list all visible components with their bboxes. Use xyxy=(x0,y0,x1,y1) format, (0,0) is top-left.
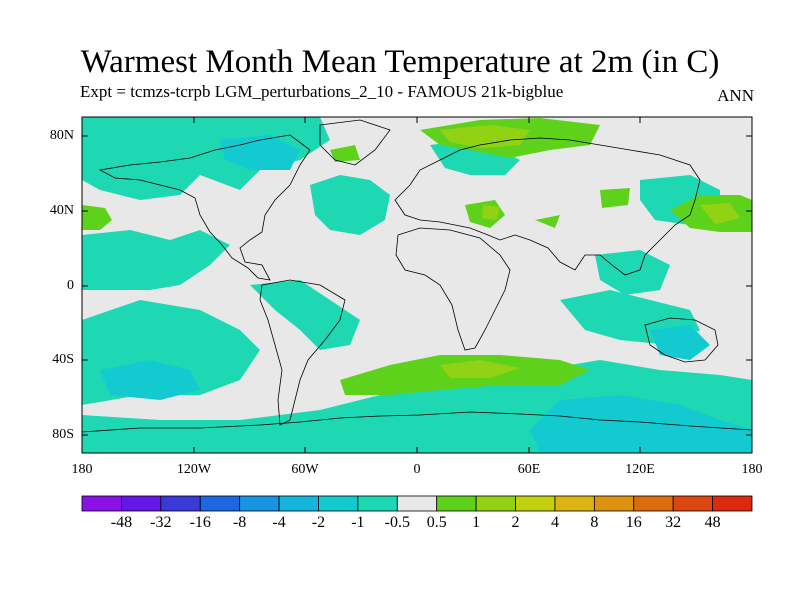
lon-tick-label: 60W xyxy=(291,462,319,477)
australia-strong-cooling xyxy=(650,325,710,360)
lon-tick-label: 120W xyxy=(176,462,212,477)
season-label: ANN xyxy=(717,86,754,105)
greenland-coastline xyxy=(319,119,391,166)
eurasia-coastline xyxy=(394,137,701,276)
colorbar-tick-label: -48 xyxy=(110,514,133,531)
lon-tick-label: 0 xyxy=(413,462,421,477)
strong-cooling-patches xyxy=(100,135,752,453)
colorbar-swatch xyxy=(81,495,122,512)
axis-ticks xyxy=(82,117,752,453)
north-atlantic-cooling-field xyxy=(310,175,390,235)
colorbar-tick-label: 1 xyxy=(472,514,481,531)
colorbar-tick-label: 48 xyxy=(704,514,721,531)
colorbar-swatch xyxy=(357,495,398,512)
experiment-subtitle: Expt = tcmzs-tcrpb LGM_perturbations_2_1… xyxy=(80,82,564,101)
colorbar-tick-label: 8 xyxy=(590,514,599,531)
antarctic-strong-cooling xyxy=(530,395,752,453)
central-asia-strong-warming xyxy=(482,205,500,220)
lat-tick-label: 0 xyxy=(67,278,74,293)
australia-coastline xyxy=(644,317,719,363)
north-pacific-cooling-field xyxy=(82,230,230,290)
north-sea-cooling-field xyxy=(430,140,520,175)
colorbar-swatch xyxy=(121,495,162,512)
svalbard-warming-field xyxy=(330,145,360,162)
coastlines xyxy=(82,119,752,433)
colorbar-swatch xyxy=(672,495,713,512)
antarctica-coastline xyxy=(82,411,752,433)
colorbar-swatch xyxy=(199,495,241,512)
north-america-coastline xyxy=(98,134,311,281)
colorbar-swatch xyxy=(318,495,359,512)
lon-tick-label: 120E xyxy=(625,462,655,477)
colorbar-tick-label: 16 xyxy=(625,514,642,531)
labrador-strong-cooling xyxy=(220,135,300,170)
lat-tick-label: 80S xyxy=(52,427,74,442)
colorbar-swatch xyxy=(160,495,201,512)
colorbar xyxy=(81,495,753,512)
asia-pacific-warming-field xyxy=(600,188,630,208)
colorbar-swatch xyxy=(396,495,438,512)
colorbar-swatch xyxy=(712,495,753,512)
colorbar-tick-label: -16 xyxy=(189,514,211,531)
lat-tick-label: 40S xyxy=(52,352,74,367)
colorbar-swatch xyxy=(633,495,674,512)
lon-tick-label: 60E xyxy=(517,462,541,477)
colorbar-swatch xyxy=(436,495,477,512)
colorbar-tick-label: -8 xyxy=(232,514,247,531)
colorbar-swatch xyxy=(515,495,556,512)
colorbar-swatch xyxy=(278,495,319,512)
africa-coastline xyxy=(395,227,511,351)
colorbar-tick-label: 4 xyxy=(550,514,559,531)
map-title: Warmest Month Mean Temperature at 2m (in… xyxy=(80,44,720,80)
lon-tick-label: 180 xyxy=(741,462,763,477)
colorbar-tick-label: -1 xyxy=(351,514,365,531)
lat-tick-label: 80N xyxy=(49,128,74,143)
gulf-of-alaska-strong-cooling xyxy=(100,360,200,400)
colorbar-tick-label: 32 xyxy=(665,514,682,531)
north-atlantic-warming-field xyxy=(82,205,112,230)
siberia-strong-warming xyxy=(440,125,530,148)
colorbar-swatch xyxy=(554,495,595,512)
colorbar-tick-label: 0.5 xyxy=(426,514,447,531)
colorbar-tick-label: -4 xyxy=(272,514,286,531)
colorbar-tick-label: 2 xyxy=(511,514,520,531)
colorbar-swatch xyxy=(475,495,516,512)
southern-ocean-strong-warming xyxy=(440,360,520,378)
north-pacific-strong-warming xyxy=(700,203,740,224)
tropical-atlantic-cooling-field xyxy=(250,280,360,350)
south-america-coastline xyxy=(259,279,346,426)
colorbar-tick-label: -0.5 xyxy=(384,514,410,531)
colorbar-swatch xyxy=(593,495,635,512)
lon-tick-label: 180 xyxy=(71,462,93,477)
anomaly-fields xyxy=(82,117,752,453)
lat-tick-label: 40N xyxy=(49,203,74,218)
colorbar-tick-label: -2 xyxy=(311,514,326,531)
colorbar-tick-label: -32 xyxy=(150,514,172,531)
colorbar-swatch xyxy=(239,495,280,512)
strong-warming-patches xyxy=(440,125,740,378)
arabia-warming-field xyxy=(535,215,560,228)
